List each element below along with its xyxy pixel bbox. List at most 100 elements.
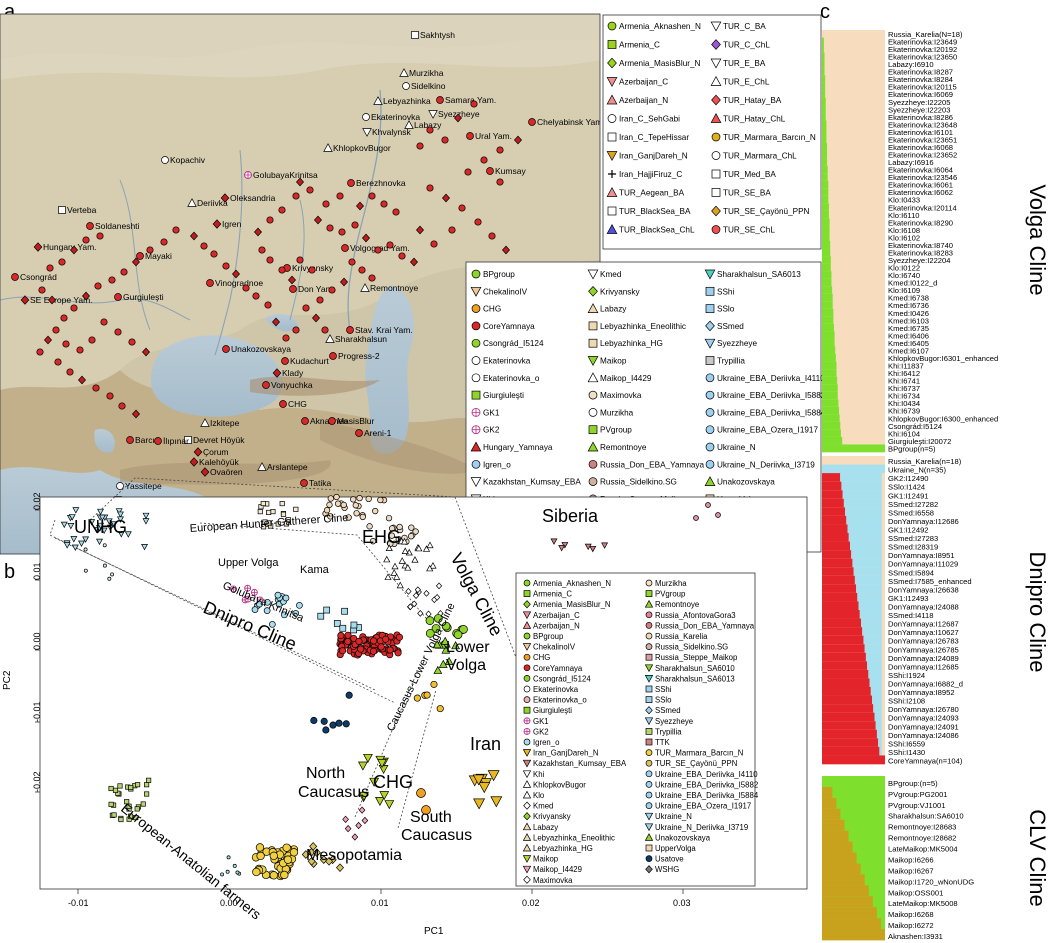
admixture-bar-segment (867, 661, 882, 671)
pca-point (266, 509, 272, 515)
pca-point (361, 816, 369, 825)
admixture-bar-segment (822, 195, 829, 204)
admixture-sample-label: BPgroup:(n=5) (888, 779, 938, 788)
admixture-bar-segment (875, 721, 882, 731)
x-tick-label: 0.01 (371, 898, 389, 908)
pca-point (67, 523, 75, 530)
admixture-bar-segment (822, 90, 826, 99)
admixture-sample-label: Khi:I6412 (888, 369, 920, 378)
map-sample-marker (70, 245, 78, 255)
admixture-sample-label: SShi:I2108 (888, 697, 925, 706)
legend-marker (471, 425, 481, 435)
map-site-label: Gurgiuleşti (123, 292, 164, 302)
legend-label: Kazakhstan_Kumsay_EBA (483, 478, 581, 487)
map-site-marker (528, 118, 536, 126)
map-site-marker (325, 334, 335, 343)
pca-point (78, 540, 85, 547)
admixture-bar-segment (822, 797, 885, 810)
legend-label: Lebyazhinka_HG (600, 339, 663, 348)
admixture-bar-segment (872, 695, 882, 705)
pca-point (383, 555, 391, 563)
legend-label: Murzikha (655, 579, 687, 588)
pca-point (107, 576, 112, 581)
admixture-sample-label: DonYamnaya:I10627 (888, 628, 959, 637)
admixture-sample-label: DonYamnaya:I8952 (888, 688, 955, 697)
legend-marker (523, 653, 531, 661)
admixture-bar-segment (822, 721, 876, 731)
admixture-bar-segment (822, 241, 831, 249)
pca-point (63, 542, 71, 549)
legend-marker (522, 749, 532, 757)
legend-label: GK2 (483, 426, 500, 435)
legend-marker (705, 286, 715, 296)
admixture-sample-label: Ukraine_N(n=35) (888, 466, 947, 475)
map-sample-marker (120, 268, 128, 276)
map-sample-marker (48, 295, 56, 305)
admixture-bar-segment (861, 618, 882, 628)
map-sample-marker (66, 368, 74, 376)
map-site-marker (272, 368, 282, 378)
admixture-sample-label: PVgroup:VJ1001 (888, 801, 945, 810)
pca-point (341, 607, 348, 615)
pca-point (363, 753, 373, 763)
admixture-bar-segment (822, 301, 885, 310)
legend-label: CHG (483, 305, 501, 314)
pca-point (335, 719, 343, 727)
map-site-marker (411, 31, 419, 39)
legend-label: TUR_C_ChL (723, 41, 770, 50)
map-site-marker (404, 120, 414, 129)
legend-marker (645, 781, 653, 788)
map-site-label: Mayaki (145, 251, 172, 261)
map-sample-marker (368, 274, 376, 282)
legend-marker (471, 459, 481, 469)
admixture-bar-segment (822, 907, 877, 919)
admixture-bar-segment (822, 323, 834, 332)
map-sample-marker (368, 192, 376, 200)
admixture-bar-segment (822, 37, 885, 46)
admixture-panel: Russia_Karelia(N=18)Ekaterinovka:I23649E… (822, 30, 1050, 941)
legend-label: BPgroup (533, 632, 564, 641)
map-site-marker (58, 206, 66, 214)
pca-point (279, 501, 285, 507)
map-sample-marker (266, 256, 274, 264)
admixture-bar-segment (822, 481, 842, 491)
legend-label: Lebyazhinka_HG (533, 844, 593, 853)
map-sample-marker (386, 241, 394, 249)
map-sample-marker (398, 252, 406, 260)
legend-marker (645, 653, 653, 661)
legend-marker (711, 151, 721, 160)
map-sample-marker (502, 245, 510, 255)
admixture-bar-segment (822, 271, 885, 279)
legend-marker (523, 675, 531, 682)
map-site-label: Vinogradnoe (215, 278, 263, 288)
legend-label: TUR_Marmara_Barcın_N (723, 133, 816, 142)
map-sample-marker (210, 250, 218, 258)
admixture-bar-segment (822, 414, 840, 423)
map-sample-marker (88, 336, 96, 344)
legend-marker (523, 738, 531, 746)
pca-point (72, 507, 80, 514)
admixture-bar-segment (822, 308, 834, 317)
pca-point (292, 610, 300, 617)
pca-point (280, 611, 288, 619)
admixture-sample-label: DonYamnaya:I26785 (888, 645, 959, 654)
legend-label: SSmed (717, 322, 744, 331)
pca-point (269, 851, 278, 860)
map-sample-marker (321, 326, 329, 334)
map-site-label: Sidelkino (411, 81, 446, 91)
pca-point (274, 591, 282, 599)
map-sample-marker (448, 226, 456, 234)
admixture-sample-label: Sharakhalsun:SA6010 (888, 812, 964, 821)
legend-marker (471, 407, 481, 417)
admixture-sample-label: Aknashen:I3931 (888, 932, 943, 941)
admixture-bar-segment (822, 456, 885, 465)
map-sample-marker (58, 258, 66, 266)
map-site-marker (126, 436, 134, 444)
map-sample-marker (292, 192, 300, 200)
pca-point (404, 563, 412, 571)
admixture-bar-segment (822, 338, 835, 347)
map-sample-marker (480, 156, 488, 164)
admixture-bar-segment (822, 256, 885, 264)
admixture-bar-segment (822, 729, 877, 739)
admixture-sample-label: Syezzheye:I22204 (888, 256, 950, 265)
